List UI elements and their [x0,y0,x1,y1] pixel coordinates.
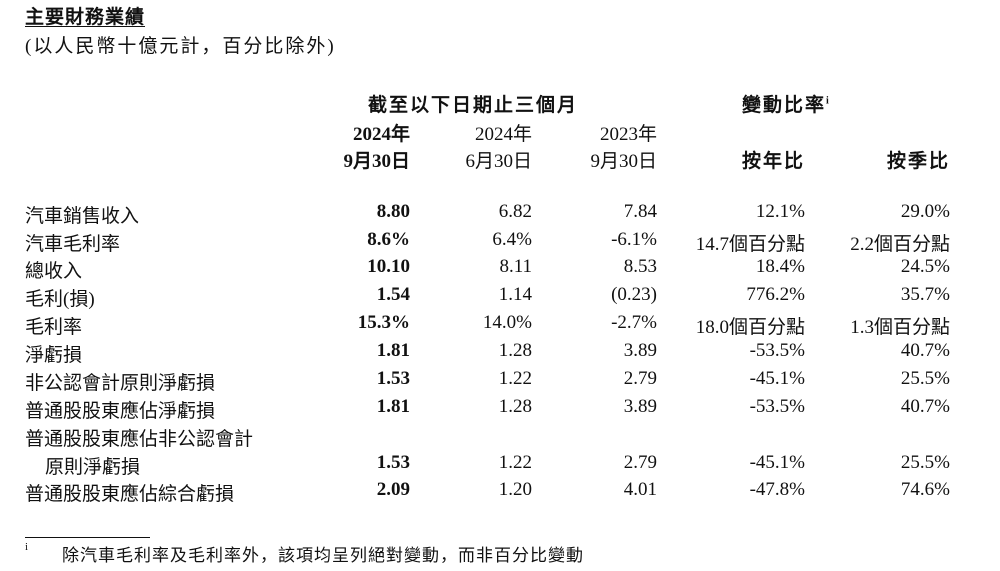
value-2023-q3: -6.1% [611,229,657,250]
col2-date: 6月30日 [465,151,532,172]
yoy-header: 按年比 [741,151,805,172]
value-2023-q3: 3.89 [623,396,657,417]
change-yoy: -53.5% [749,396,805,417]
change-qoq: 40.7% [900,340,950,361]
qoq-header: 按季比 [886,151,950,172]
table-row: 非公認會計原則淨虧損 1.53 1.22 2.79 -45.1% 25.5% [0,368,1000,395]
change-qoq: 29.0% [900,201,950,222]
row-label: 淨虧損 [25,345,83,366]
col1-date: 9月30日 [343,151,410,172]
value-2023-q3: 2.79 [623,452,657,473]
row-label: 普通股股東應佔非公認會計 [25,429,254,450]
row-label: 汽車毛利率 [25,234,121,255]
row-label: 原則淨虧損 [45,457,141,478]
row-label: 普通股股東應佔淨虧損 [25,401,216,422]
value-2023-q3: -2.7% [611,312,657,333]
table-row: 汽車銷售收入 8.80 6.82 7.84 12.1% 29.0% [0,201,1000,228]
col3-date: 9月30日 [590,151,657,172]
change-yoy: -45.1% [749,452,805,473]
change-yoy: 18.0個百分點 [695,317,805,338]
row-label: 非公認會計原則淨虧損 [25,373,216,394]
change-qoq: 24.5% [900,256,950,277]
table-row: 總收入 10.10 8.11 8.53 18.4% 24.5% [0,256,1000,283]
value-2024-q2: 6.82 [498,201,532,222]
value-2024-q2: 1.14 [498,284,532,305]
change-qoq: 35.7% [900,284,950,305]
page-subtitle: (以人民幣十億元計，百分比除外) [25,36,336,57]
value-2023-q3: 3.89 [623,340,657,361]
change-qoq: 2.2個百分點 [850,234,950,255]
table-row: 汽車毛利率 8.6% 6.4% -6.1% 14.7個百分點 2.2個百分點 [0,229,1000,256]
table-row: 淨虧損 1.81 1.28 3.89 -53.5% 40.7% [0,340,1000,367]
row-label: 普通股股東應佔綜合虧損 [25,484,235,505]
footnote-ref: i [826,95,831,107]
value-2024-q3: 8.6% [367,229,410,250]
value-2024-q3: 15.3% [357,312,410,333]
value-2024-q2: 1.28 [498,396,532,417]
change-yoy: 14.7個百分點 [695,234,805,255]
table-row: 普通股股東應佔綜合虧損 2.09 1.20 4.01 -47.8% 74.6% [0,479,1000,506]
value-2024-q3: 1.53 [376,368,410,389]
value-2024-q3: 1.53 [376,452,410,473]
change-qoq: 25.5% [900,452,950,473]
change-yoy: 18.4% [755,256,805,277]
row-label: 總收入 [25,261,83,282]
value-2024-q3: 8.80 [376,201,410,222]
footnote-divider [25,537,150,538]
table-row: 普通股股東應佔淨虧損 1.81 1.28 3.89 -53.5% 40.7% [0,396,1000,423]
change-yoy: -47.8% [749,479,805,500]
change-qoq: 40.7% [900,396,950,417]
footnote-mark: i [25,541,29,553]
change-qoq: 74.6% [900,479,950,500]
change-group-header: 變動比率i [742,90,831,117]
value-2024-q2: 14.0% [482,312,532,333]
value-2024-q3: 1.81 [376,340,410,361]
value-2023-q3: 2.79 [623,368,657,389]
value-2024-q2: 6.4% [492,229,532,250]
table-row: 毛利率 15.3% 14.0% -2.7% 18.0個百分點 1.3個百分點 [0,312,1000,339]
change-yoy: 12.1% [755,201,805,222]
col2-year: 2024年 [474,124,532,145]
table-row: 原則淨虧損 1.53 1.22 2.79 -45.1% 25.5% [0,452,1000,479]
value-2024-q3: 1.81 [376,396,410,417]
change-yoy: 776.2% [746,284,805,305]
row-label: 毛利率 [25,317,83,338]
value-2023-q3: 7.84 [623,201,657,222]
row-label: 毛利(損) [25,289,95,310]
value-2024-q2: 1.20 [498,479,532,500]
change-group-label: 變動比率 [742,95,827,116]
value-2024-q2: 1.22 [498,452,532,473]
value-2024-q2: 1.28 [498,340,532,361]
value-2024-q3: 1.54 [376,284,410,305]
table-row: 普通股股東應佔非公認會計 [0,424,1000,451]
value-2023-q3: (0.23) [611,284,657,305]
page-title: 主要財務業績 [25,7,146,28]
value-2023-q3: 8.53 [623,256,657,277]
col3-year: 2023年 [599,124,657,145]
value-2024-q2: 8.11 [499,256,532,277]
value-2024-q3: 10.10 [367,256,410,277]
change-yoy: -45.1% [749,368,805,389]
footnote-text: 除汽車毛利率及毛利率外，該項均呈列絕對變動，而非百分比變動 [62,546,584,565]
row-label: 汽車銷售收入 [25,206,140,227]
value-2024-q2: 1.22 [498,368,532,389]
table-row: 毛利(損) 1.54 1.14 (0.23) 776.2% 35.7% [0,284,1000,311]
value-2024-q3: 2.09 [376,479,410,500]
change-yoy: -53.5% [749,340,805,361]
period-group-header: 截至以下日期止三個月 [368,95,579,116]
col1-year: 2024年 [352,124,410,145]
change-qoq: 25.5% [900,368,950,389]
value-2023-q3: 4.01 [623,479,657,500]
change-qoq: 1.3個百分點 [850,317,950,338]
